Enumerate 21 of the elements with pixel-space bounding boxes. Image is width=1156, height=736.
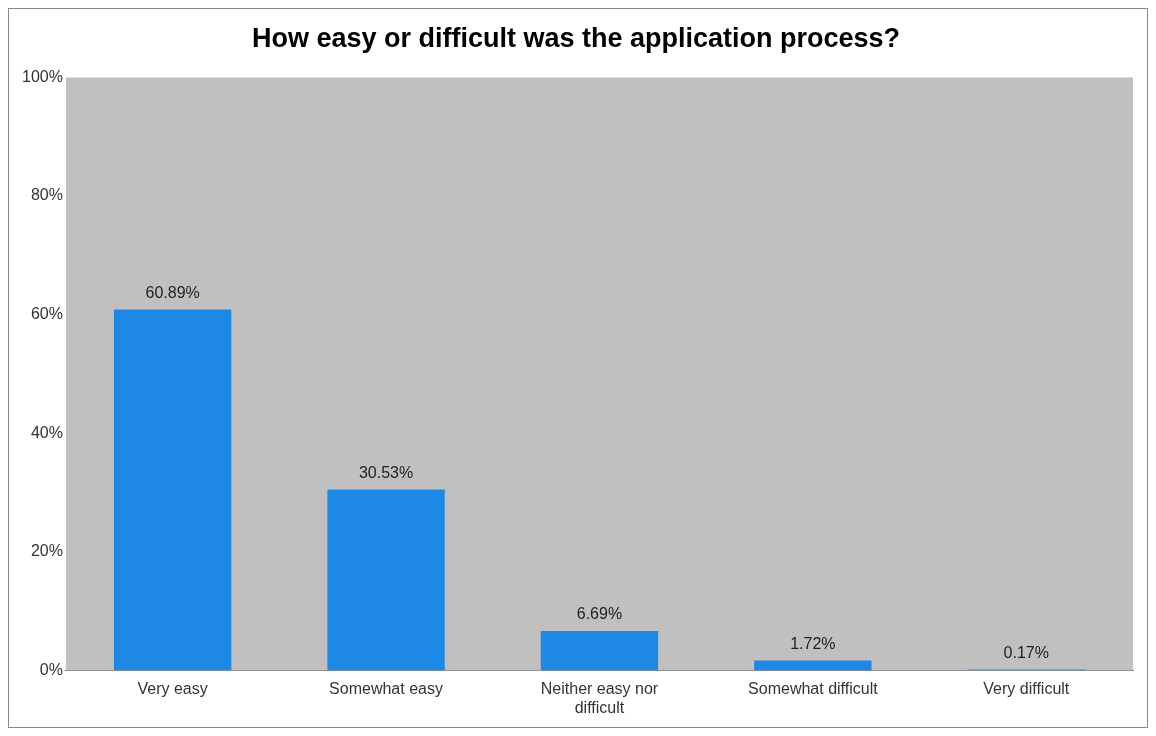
x-tick-label: Somewhat difficult: [748, 679, 879, 697]
data-label: 0.17%: [1003, 644, 1049, 661]
y-tick-label: 60%: [30, 305, 63, 323]
data-label: 6.69%: [576, 605, 623, 623]
bar: [327, 489, 445, 671]
bar: [754, 660, 872, 671]
y-tick-label: 20%: [30, 542, 63, 560]
x-tick-label: Very difficult: [983, 679, 1070, 697]
y-tick-label: 100%: [22, 67, 63, 85]
data-label: 30.53%: [358, 463, 414, 481]
chart-title: How easy or difficult was the application process?: [251, 22, 901, 53]
x-tick-label: Somewhat easy: [329, 679, 443, 697]
data-label: 1.72%: [790, 634, 836, 652]
y-tick-label: 80%: [30, 186, 63, 204]
data-label: 60.89%: [145, 283, 200, 301]
bar: [540, 630, 659, 671]
y-tick-label: 40%: [30, 423, 63, 441]
y-tick-label: 0%: [39, 661, 63, 679]
bar: [113, 309, 232, 671]
x-tick-label: Neither easy nor difficult: [540, 679, 659, 716]
x-tick-label: Very easy: [137, 679, 208, 697]
